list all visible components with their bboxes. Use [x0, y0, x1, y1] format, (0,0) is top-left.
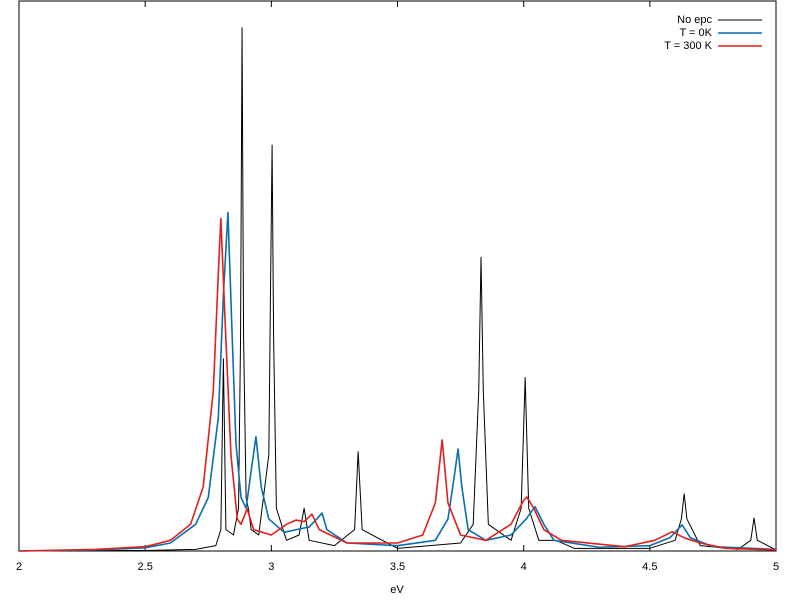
legend-label: No epc [677, 14, 712, 26]
series-line [18, 211, 777, 552]
x-axis-label: eV [390, 584, 404, 596]
series-line [18, 217, 777, 552]
x-tick-label: 4.5 [642, 561, 657, 573]
x-tick-label: 5 [773, 561, 779, 573]
series-line [18, 27, 777, 552]
plot-frame [18, 0, 777, 552]
x-tick-label: 2 [16, 561, 22, 573]
x-tick-label: 2.5 [138, 561, 153, 573]
x-tick-label: 3.5 [390, 561, 405, 573]
x-tick-label: 4 [521, 561, 527, 573]
x-tick-label: 3 [268, 561, 274, 573]
legend-label: T = 0K [679, 27, 712, 39]
legend-label: T = 300 K [664, 40, 712, 52]
